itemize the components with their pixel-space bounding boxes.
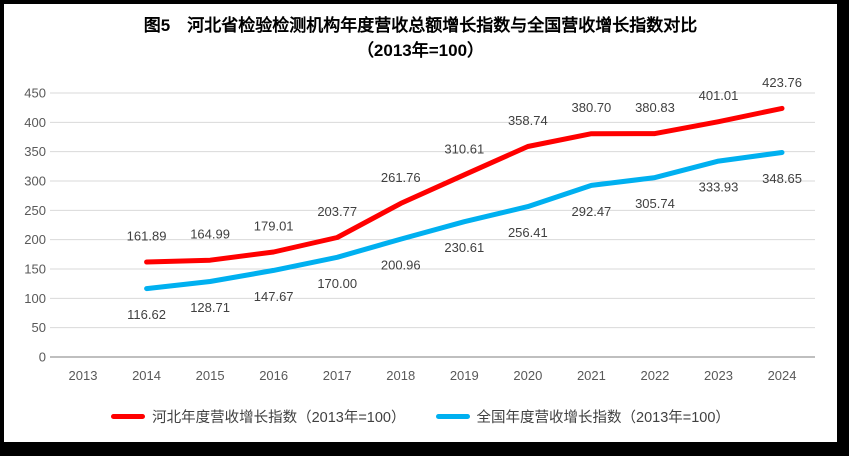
national-data-label: 200.96 bbox=[381, 258, 421, 273]
x-tick-label: 2015 bbox=[196, 368, 225, 383]
national-data-label: 292.47 bbox=[572, 204, 612, 219]
x-tick-label: 2021 bbox=[577, 368, 606, 383]
legend-item-national: 全国年度营收增长指数（2013年=100） bbox=[435, 406, 730, 427]
figure-canvas bbox=[4, 4, 837, 442]
hebei-data-label: 423.76 bbox=[762, 75, 802, 90]
chart-title-line1: 图5 河北省检验检测机构年度营收总额增长指数与全国营收增长指数对比 bbox=[143, 16, 698, 35]
x-tick-label: 2014 bbox=[132, 368, 161, 383]
hebei-data-label: 401.01 bbox=[699, 88, 739, 103]
y-tick-label: 150 bbox=[24, 262, 46, 277]
hebei-data-label: 380.83 bbox=[635, 100, 675, 115]
y-tick-label: 300 bbox=[24, 174, 46, 189]
legend-label-national: 全国年度营收增长指数（2013年=100） bbox=[476, 410, 730, 426]
y-tick-label: 100 bbox=[24, 291, 46, 306]
hebei-data-label: 358.74 bbox=[508, 113, 548, 128]
x-tick-label: 2016 bbox=[259, 368, 288, 383]
hebei-data-label: 261.76 bbox=[381, 170, 421, 185]
x-tick-label: 2020 bbox=[513, 368, 542, 383]
x-tick-label: 2019 bbox=[450, 368, 479, 383]
national-data-label: 348.65 bbox=[762, 171, 802, 186]
x-tick-label: 2017 bbox=[323, 368, 352, 383]
national-data-label: 333.93 bbox=[699, 180, 739, 195]
national-data-label: 256.41 bbox=[508, 225, 548, 240]
y-tick-label: 0 bbox=[39, 350, 46, 365]
national-data-label: 230.61 bbox=[444, 240, 484, 255]
y-tick-label: 450 bbox=[24, 86, 46, 101]
chart-title: 图5 河北省检验检测机构年度营收总额增长指数与全国营收增长指数对比 （2013年… bbox=[4, 13, 837, 63]
hebei-data-label: 203.77 bbox=[317, 204, 357, 219]
national-data-label: 305.74 bbox=[635, 196, 675, 211]
chart-title-line2: （2013年=100） bbox=[356, 41, 485, 60]
national-data-label: 170.00 bbox=[317, 276, 357, 291]
y-tick-label: 50 bbox=[32, 320, 46, 335]
national-series-swatch bbox=[435, 414, 470, 419]
legend-item-hebei: 河北年度营收增长指数（2013年=100） bbox=[111, 406, 406, 427]
hebei-data-label: 161.89 bbox=[127, 229, 167, 244]
hebei-data-label: 179.01 bbox=[254, 218, 294, 233]
hebei-series-line bbox=[144, 105, 785, 265]
y-tick-label: 200 bbox=[24, 232, 46, 247]
legend: 河北年度营收增长指数（2013年=100） 全国年度营收增长指数（2013年=1… bbox=[4, 406, 837, 427]
x-tick-label: 2018 bbox=[386, 368, 415, 383]
x-tick-label: 2023 bbox=[704, 368, 733, 383]
y-tick-label: 400 bbox=[24, 115, 46, 130]
x-tick-label: 2022 bbox=[640, 368, 669, 383]
x-tick-label: 2013 bbox=[69, 368, 98, 383]
national-series-line bbox=[144, 150, 785, 292]
national-data-label: 128.71 bbox=[190, 300, 230, 315]
hebei-data-label: 164.99 bbox=[190, 227, 230, 242]
hebei-data-label: 310.61 bbox=[444, 141, 484, 156]
national-data-label: 147.67 bbox=[254, 289, 294, 304]
y-tick-label: 250 bbox=[24, 203, 46, 218]
y-tick-label: 350 bbox=[24, 144, 46, 159]
legend-label-hebei: 河北年度营收增长指数（2013年=100） bbox=[152, 410, 406, 426]
hebei-series-swatch bbox=[111, 414, 146, 419]
national-data-label: 116.62 bbox=[127, 307, 166, 322]
hebei-data-label: 380.70 bbox=[572, 100, 612, 115]
x-tick-label: 2024 bbox=[768, 368, 797, 383]
